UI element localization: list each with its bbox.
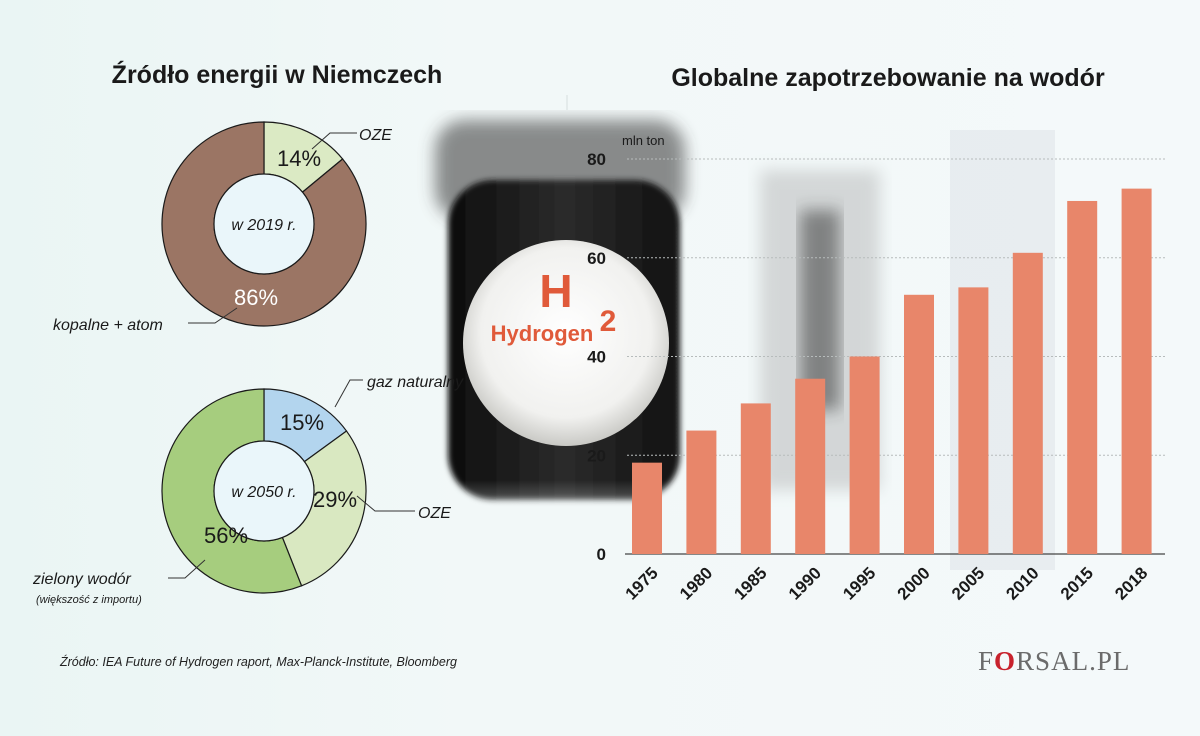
donut-center	[213, 173, 315, 275]
y-tick-label: 40	[587, 348, 606, 367]
label-green-h2: zielony wodór	[32, 571, 132, 588]
bar	[686, 430, 717, 554]
logo-part: O	[994, 646, 1017, 676]
left-title: Źródło energii w Niemczech	[112, 60, 443, 89]
bar	[904, 294, 934, 554]
bar	[1012, 252, 1043, 554]
x-tick-label: 2018	[1111, 563, 1151, 603]
y-tick-label: 60	[587, 249, 606, 268]
cap-h-letter: H	[539, 265, 572, 317]
label-fossil: kopalne + atom	[53, 317, 163, 334]
donut-center-label: w 2019 r.	[231, 217, 296, 234]
slice-value-label: 56%	[204, 523, 248, 548]
cap-hydrogen-word: Hydrogen	[491, 321, 594, 346]
logo-part: RSAL	[1016, 646, 1090, 676]
logo-part: .PL	[1089, 646, 1131, 676]
slice-value-label: 29%	[313, 487, 357, 512]
donut-center	[213, 440, 315, 542]
label-green-h2-sub: (większość z importu)	[36, 594, 142, 606]
slice-value-label: 15%	[280, 410, 324, 435]
bar	[958, 287, 989, 554]
label-gas: gaz naturalny	[367, 374, 464, 391]
cap-subscript: 2	[600, 305, 617, 338]
bar	[795, 378, 826, 554]
bar	[632, 462, 662, 554]
right-title: Globalne zapotrzebowanie na wodór	[671, 64, 1105, 92]
slice-value-label: 14%	[277, 146, 321, 171]
leader-line-oze-2019	[311, 132, 357, 150]
x-tick-label: 2015	[1057, 563, 1097, 603]
source-note: Źródło: IEA Future of Hydrogen raport, M…	[60, 655, 457, 669]
x-tick-label: 2000	[894, 563, 934, 603]
bar	[849, 356, 880, 554]
bar	[740, 403, 771, 554]
leader-line-green-h2	[168, 559, 206, 579]
label-oze-2050: OZE	[418, 505, 451, 522]
leader-line-fossil	[188, 307, 238, 324]
y-axis-label: mln ton	[622, 133, 665, 148]
slice-value-label: 86%	[234, 285, 278, 310]
hydrogen-cap	[463, 240, 669, 446]
x-tick-label: 1985	[730, 563, 770, 603]
y-tick-label: 20	[587, 446, 606, 465]
donut-center-label: w 2050 r.	[231, 484, 296, 501]
leader-line-gas	[334, 379, 363, 408]
leader-line-oze-2050	[356, 495, 415, 512]
donut-2019: w 2019 r. 14% 86%	[161, 121, 367, 327]
y-tick-label: 0	[597, 545, 606, 564]
photo-blur-shape	[800, 210, 840, 410]
bar	[1067, 200, 1098, 554]
bar	[1121, 188, 1152, 554]
forsal-logo: FORSAL.PL	[978, 646, 1130, 677]
photo-fade	[420, 480, 720, 560]
leader-lines	[168, 132, 415, 579]
x-tick-label: 1975	[622, 563, 662, 603]
x-tick-label: 1995	[839, 563, 879, 603]
background-photo: H 2 Hydrogen	[420, 120, 1055, 570]
logo-part: F	[978, 646, 995, 676]
x-tick-label: 1990	[785, 563, 825, 603]
x-tick-label: 1980	[676, 563, 716, 603]
label-oze-2019: OZE	[359, 127, 392, 144]
y-tick-label: 80	[587, 150, 606, 169]
donut-2050: w 2050 r. 15% 29% 56%	[161, 388, 367, 594]
